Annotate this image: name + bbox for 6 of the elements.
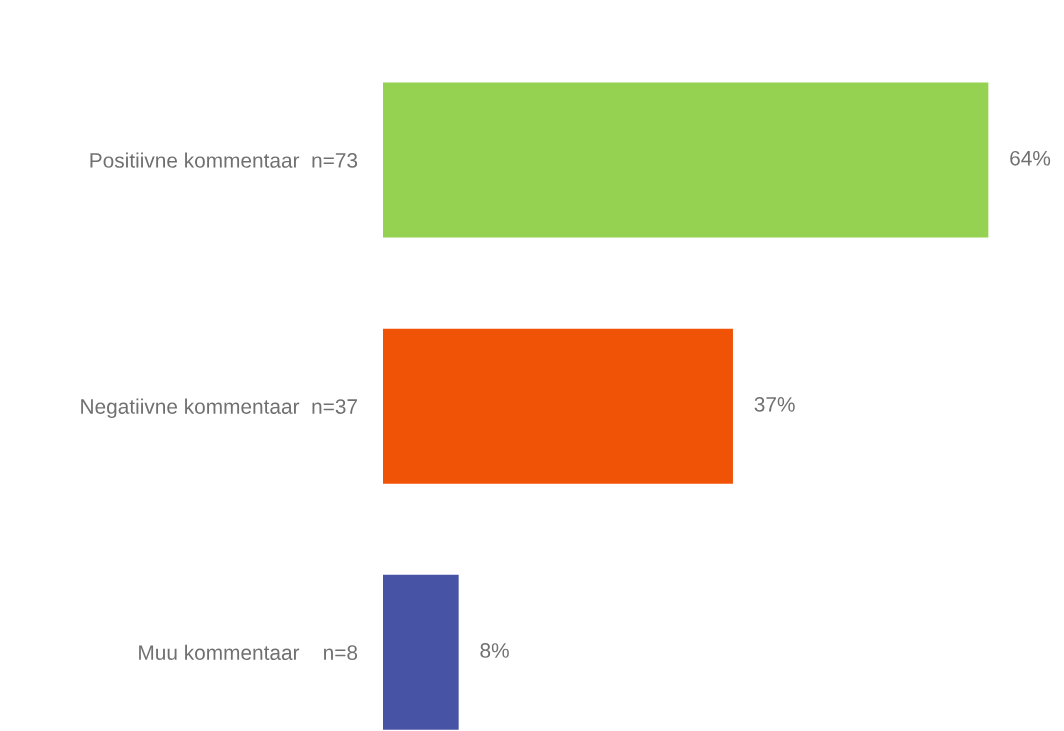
data-label: 8% (480, 643, 509, 658)
data-label: 64% (1010, 150, 1051, 166)
y-tick-label: Muu kommentaar n=8 (139, 644, 358, 660)
data-label: 37% (754, 396, 795, 412)
y-tick-label: Negatiivne kommentaar n=37 (81, 398, 357, 419)
y-tick-label: Positiivne kommentaar n=73 (90, 152, 358, 168)
